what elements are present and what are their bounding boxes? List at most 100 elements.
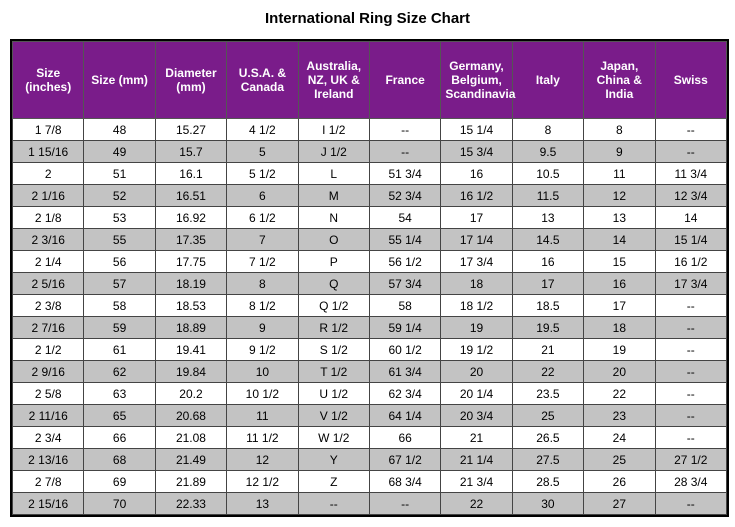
table-row: 2 7/165918.899R 1/259 1/41919.518-- xyxy=(13,317,727,339)
table-cell: 62 3/4 xyxy=(369,383,440,405)
table-cell: 27 xyxy=(584,493,655,515)
table-cell: 28 3/4 xyxy=(655,471,726,493)
table-row: 2 13/166821.4912Y67 1/221 1/427.52527 1/… xyxy=(13,449,727,471)
table-cell: 55 xyxy=(84,229,155,251)
table-cell: Y xyxy=(298,449,369,471)
table-cell: 16.51 xyxy=(155,185,226,207)
table-cell: 2 5/16 xyxy=(13,273,84,295)
table-cell: 1 7/8 xyxy=(13,119,84,141)
table-cell: 19.84 xyxy=(155,361,226,383)
table-cell: 12 xyxy=(227,449,298,471)
table-cell: 11 1/2 xyxy=(227,427,298,449)
table-cell: 25 xyxy=(512,405,583,427)
table-cell: -- xyxy=(655,339,726,361)
table-cell: 69 xyxy=(84,471,155,493)
column-header: Australia, NZ, UK & Ireland xyxy=(298,42,369,119)
table-cell: 18.5 xyxy=(512,295,583,317)
table-cell: 13 xyxy=(584,207,655,229)
table-row: 25116.15 1/2L51 3/41610.51111 3/4 xyxy=(13,163,727,185)
table-cell: Q 1/2 xyxy=(298,295,369,317)
table-row: 2 1/45617.757 1/2P56 1/217 3/4161516 1/2 xyxy=(13,251,727,273)
table-cell: 18 1/2 xyxy=(441,295,512,317)
table-cell: 56 1/2 xyxy=(369,251,440,273)
table-cell: 52 3/4 xyxy=(369,185,440,207)
table-cell: L xyxy=(298,163,369,185)
table-cell: 6 xyxy=(227,185,298,207)
column-header: Japan, China & India xyxy=(584,42,655,119)
table-cell: 1 15/16 xyxy=(13,141,84,163)
table-cell: 17 xyxy=(584,295,655,317)
table-cell: 27.5 xyxy=(512,449,583,471)
table-cell: 4 1/2 xyxy=(227,119,298,141)
table-cell: 65 xyxy=(84,405,155,427)
table-cell: 2 15/16 xyxy=(13,493,84,515)
table-cell: V 1/2 xyxy=(298,405,369,427)
table-cell: S 1/2 xyxy=(298,339,369,361)
column-header: Swiss xyxy=(655,42,726,119)
column-header: Size (mm) xyxy=(84,42,155,119)
table-cell: 5 xyxy=(227,141,298,163)
table-cell: 16 1/2 xyxy=(441,185,512,207)
table-cell: 53 xyxy=(84,207,155,229)
table-cell: 11 xyxy=(227,405,298,427)
table-cell: 2 11/16 xyxy=(13,405,84,427)
table-cell: 68 3/4 xyxy=(369,471,440,493)
table-cell: 23.5 xyxy=(512,383,583,405)
table-cell: 63 xyxy=(84,383,155,405)
column-header: U.S.A. & Canada xyxy=(227,42,298,119)
table-cell: 2 xyxy=(13,163,84,185)
table-cell: 20 xyxy=(584,361,655,383)
table-container: Size (inches)Size (mm)Diameter (mm)U.S.A… xyxy=(10,39,729,517)
table-cell: 21 1/4 xyxy=(441,449,512,471)
table-cell: 56 xyxy=(84,251,155,273)
table-cell: 19.5 xyxy=(512,317,583,339)
table-cell: 20 xyxy=(441,361,512,383)
table-cell: 51 xyxy=(84,163,155,185)
table-cell: 24 xyxy=(584,427,655,449)
table-cell: 15.7 xyxy=(155,141,226,163)
table-cell: 7 1/2 xyxy=(227,251,298,273)
table-cell: 23 xyxy=(584,405,655,427)
table-cell: 22 xyxy=(512,361,583,383)
table-cell: 22 xyxy=(441,493,512,515)
table-cell: 61 xyxy=(84,339,155,361)
table-row: 2 3/46621.0811 1/2W 1/2662126.524-- xyxy=(13,427,727,449)
table-cell: 21.08 xyxy=(155,427,226,449)
table-cell: 21 3/4 xyxy=(441,471,512,493)
table-cell: -- xyxy=(369,119,440,141)
table-cell: 59 xyxy=(84,317,155,339)
table-cell: Z xyxy=(298,471,369,493)
table-row: 2 1/26119.419 1/2S 1/260 1/219 1/22119-- xyxy=(13,339,727,361)
table-cell: 11.5 xyxy=(512,185,583,207)
table-cell: 6 1/2 xyxy=(227,207,298,229)
table-cell: 15.27 xyxy=(155,119,226,141)
table-cell: 7 xyxy=(227,229,298,251)
table-cell: 9 1/2 xyxy=(227,339,298,361)
table-cell: 68 xyxy=(84,449,155,471)
table-cell: Q xyxy=(298,273,369,295)
table-cell: 16 xyxy=(441,163,512,185)
table-cell: 19 xyxy=(441,317,512,339)
table-cell: 17 3/4 xyxy=(655,273,726,295)
table-cell: 49 xyxy=(84,141,155,163)
table-cell: 16 1/2 xyxy=(655,251,726,273)
table-cell: N xyxy=(298,207,369,229)
table-cell: 26 xyxy=(584,471,655,493)
table-cell: 19 1/2 xyxy=(441,339,512,361)
table-cell: 19.41 xyxy=(155,339,226,361)
table-cell: R 1/2 xyxy=(298,317,369,339)
table-cell: 8 xyxy=(227,273,298,295)
table-cell: -- xyxy=(655,317,726,339)
table-cell: 62 xyxy=(84,361,155,383)
table-cell: 26.5 xyxy=(512,427,583,449)
table-cell: 13 xyxy=(512,207,583,229)
table-cell: 67 1/2 xyxy=(369,449,440,471)
table-cell: -- xyxy=(655,119,726,141)
table-cell: W 1/2 xyxy=(298,427,369,449)
table-cell: 13 xyxy=(227,493,298,515)
table-cell: 17 3/4 xyxy=(441,251,512,273)
table-cell: 20 3/4 xyxy=(441,405,512,427)
table-cell: 11 3/4 xyxy=(655,163,726,185)
table-cell: 18 xyxy=(584,317,655,339)
table-cell: 57 3/4 xyxy=(369,273,440,295)
